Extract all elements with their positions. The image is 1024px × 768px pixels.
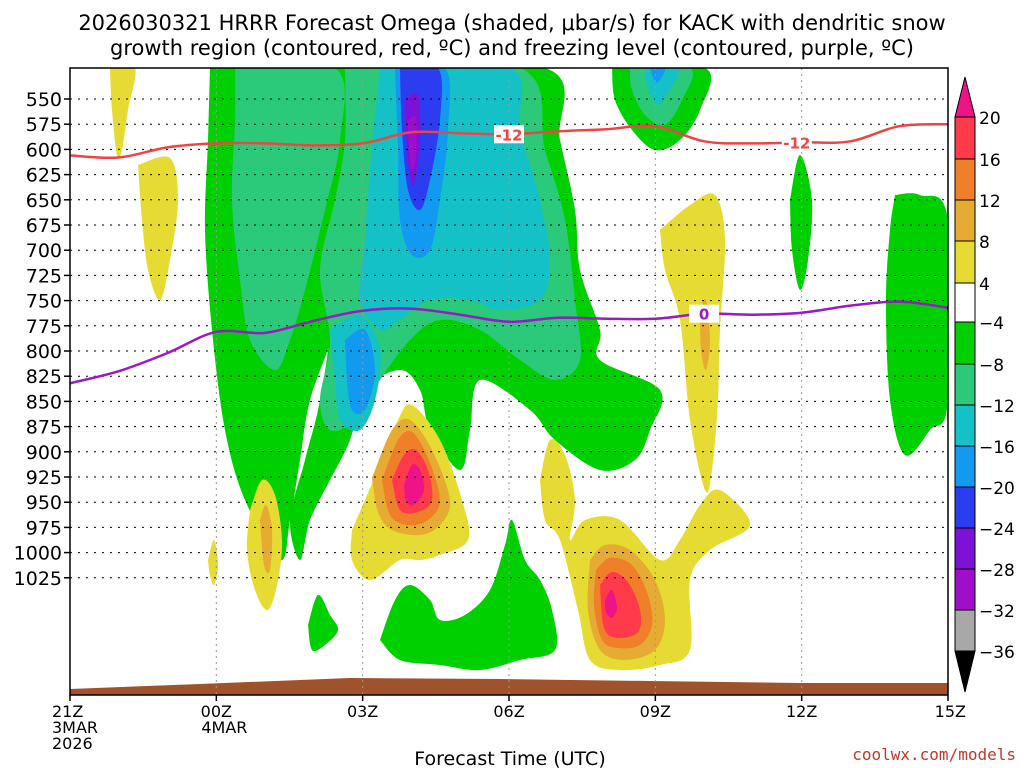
x-tick-label-15-0: 12Z — [786, 702, 817, 721]
colorbar-bin--20--16 — [954, 445, 976, 488]
colorbar-label-12: 12 — [979, 192, 1001, 212]
grid-lines — [70, 68, 948, 695]
y-tick-label-725: 725 — [26, 265, 62, 287]
y-tick-label-750: 750 — [26, 291, 62, 313]
x-tick-label-3-0: 00Z — [201, 702, 232, 721]
y-tick-label-550: 550 — [26, 89, 62, 111]
credit-text: coolwx.com/models — [852, 745, 1016, 764]
colorbar-bin--28--24 — [954, 527, 976, 570]
x-tick-label-18-0: 15Z — [935, 702, 966, 721]
omega-shade-region-23 — [208, 539, 218, 586]
colorbar-bin--36--32 — [954, 609, 976, 652]
colorbar-label-20: 20 — [979, 109, 1001, 129]
y-tick-label-1000: 1000 — [14, 543, 62, 565]
dendritic-contour-label-1: -12 — [783, 134, 810, 152]
y-tick-label-850: 850 — [26, 391, 62, 413]
x-axis-title: Forecast Time (UTC) — [414, 748, 605, 768]
y-tick-label-875: 875 — [26, 417, 62, 439]
colorbar-label--12: −12 — [979, 397, 1015, 417]
colorbar-label--28: −28 — [979, 561, 1015, 581]
omega-shade-region-34 — [600, 571, 642, 639]
colorbar-label-4: 4 — [979, 275, 990, 295]
y-tick-label-700: 700 — [26, 240, 62, 262]
colorbar-bin--24--20 — [954, 486, 976, 529]
y-tick-label-925: 925 — [26, 467, 62, 489]
colorbar: 20 16 12 8 4 −4 −8 −12 −16 −20 −24 −28 −32 −36 — [954, 76, 1015, 693]
omega-shade-region-29 — [260, 504, 273, 574]
x-tick-label-12-0: 09Z — [640, 702, 671, 721]
y-tick-label-825: 825 — [26, 366, 62, 388]
y-tick-label-575: 575 — [26, 114, 62, 136]
y-tick-label-900: 900 — [26, 442, 62, 464]
colorbar-label--20: −20 — [979, 479, 1015, 499]
freezing-level-contour-label-bg-0 — [689, 304, 720, 323]
colorbar-label--4: −4 — [979, 314, 1004, 334]
y-tick-label-675: 675 — [26, 215, 62, 237]
dendritic-contour-label-0: -12 — [495, 126, 522, 144]
y-tick-label-1025: 1025 — [14, 568, 62, 590]
colorbar-label--36: −36 — [979, 643, 1015, 663]
y-tick-label-600: 600 — [26, 139, 62, 161]
freezing-level-contour-line — [70, 300, 948, 385]
colorbar-bin-16-20 — [954, 116, 976, 160]
omega-shade-region-7 — [345, 328, 375, 415]
chart-title-line1: 2026030321 HRRR Forecast Omega (shaded, … — [78, 11, 945, 35]
omega-shade-region-15 — [790, 155, 813, 291]
colorbar-under-triangle — [954, 650, 976, 693]
colorbar-label--32: −32 — [979, 602, 1015, 622]
omega-shade-region-10 — [408, 115, 417, 171]
omega-shade-region-20 — [110, 68, 136, 159]
y-tick-label-975: 975 — [26, 517, 62, 539]
colorbar-bin--16--12 — [954, 404, 976, 447]
y-tick-label-800: 800 — [26, 341, 62, 363]
colorbar-label--16: −16 — [979, 438, 1015, 458]
y-tick-label-625: 625 — [26, 165, 62, 187]
colorbar-bin-4-8 — [954, 240, 976, 284]
omega-shade-region-18 — [308, 594, 339, 652]
y-tick-label-775: 775 — [26, 316, 62, 338]
omega-shading — [110, 68, 948, 671]
dendritic-contour-label-bg-1 — [781, 133, 812, 152]
x-tick-label-9-0: 06Z — [493, 702, 524, 721]
x-tick-label-0-0: 21Z — [52, 702, 83, 721]
colorbar-bin--8--4 — [954, 321, 976, 365]
omega-shade-region-16 — [886, 193, 948, 456]
colorbar-label-16: 16 — [979, 151, 1001, 171]
omega-shade-region-17 — [380, 519, 558, 671]
colorbar-bin-12-16 — [954, 158, 976, 201]
colorbar-bin-8-12 — [954, 199, 976, 242]
omega-shade-region-26 — [660, 193, 726, 493]
omega-shade-region-36 — [605, 589, 617, 619]
x-tick-label-3-1: 4MAR — [201, 718, 247, 737]
y-axis: 550 575 600 625 650 675 700 725 750 775 800 825 850 8… — [14, 89, 70, 590]
colorbar-bin--32--28 — [954, 568, 976, 611]
colorbar-bin--12--8 — [954, 363, 976, 406]
freezing-level-contour-label-0: 0 — [699, 306, 709, 324]
x-tick-label-0-1: 3MAR — [52, 718, 98, 737]
colorbar-label-8: 8 — [979, 233, 990, 253]
x-tick-label-6-0: 03Z — [347, 702, 378, 721]
omega-shade-region-14 — [650, 68, 666, 83]
x-tick-label-0-2: 2026 — [52, 734, 93, 753]
colorbar-label--24: −24 — [979, 520, 1015, 540]
omega-shade-region-19 — [600, 404, 617, 471]
chart-title-line2: growth region (contoured, red, ºC) and f… — [110, 36, 914, 60]
omega-shade-region-35 — [404, 464, 425, 506]
dendritic-contour-label-bg-0 — [494, 125, 524, 144]
omega-shade-region-21 — [138, 156, 178, 301]
colorbar-bin--4-4 — [954, 282, 976, 323]
colorbar-over-triangle — [954, 76, 976, 118]
temperature-contours: -12 -12 0 — [70, 122, 948, 385]
y-tick-label-950: 950 — [26, 492, 62, 514]
colorbar-label--8: −8 — [979, 356, 1004, 376]
y-tick-label-650: 650 — [26, 190, 62, 212]
